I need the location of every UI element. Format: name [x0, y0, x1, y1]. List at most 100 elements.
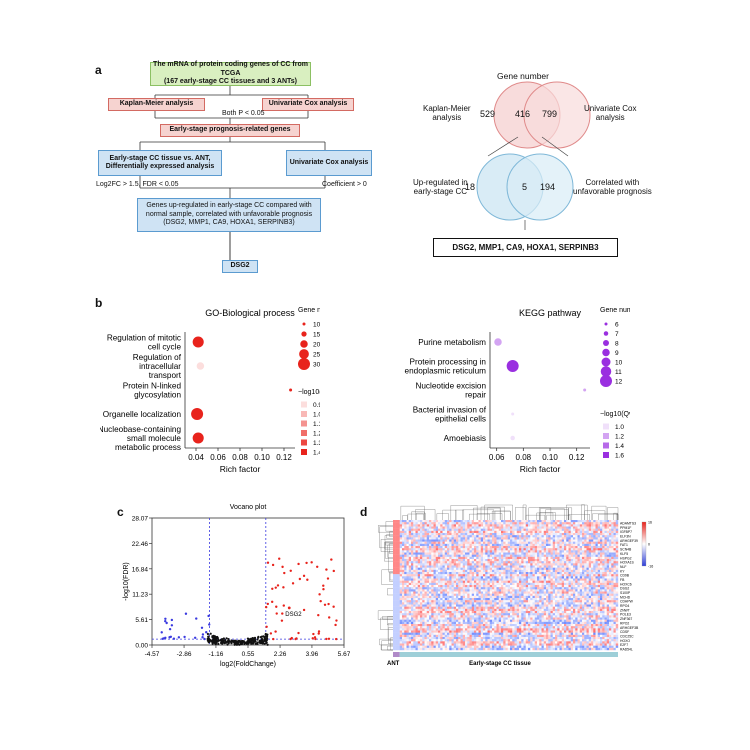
- heatmap-cell: [440, 543, 443, 547]
- heatmap-cell: [492, 548, 495, 551]
- heatmap-cell: [505, 520, 508, 523]
- heatmap-cell: [489, 608, 493, 612]
- heatmap-cell: [582, 548, 585, 551]
- heatmap-cell: [611, 546, 614, 549]
- heatmap-cell: [429, 572, 432, 575]
- heatmap-cell: [417, 528, 421, 532]
- heatmap-cell: [433, 600, 436, 603]
- heatmap-cell: [478, 567, 481, 571]
- heatmap-cell: [489, 537, 493, 540]
- heatmap-cell: [510, 541, 513, 545]
- gene-point-up: [294, 637, 297, 641]
- heatmap-cell: [541, 537, 544, 540]
- heatmap-cell: [503, 522, 506, 525]
- heatmap-cell: [555, 565, 558, 568]
- heatmap-cell: [552, 550, 556, 553]
- heatmap-cell: [523, 563, 526, 566]
- heatmap-cell: [485, 613, 488, 616]
- heatmap-cell: [613, 526, 616, 529]
- heatmap-cell: [420, 528, 423, 532]
- heatmap-cell: [438, 537, 441, 540]
- heatmap-cell: [530, 526, 533, 529]
- heatmap-cell: [489, 565, 493, 568]
- heatmap-cell: [557, 563, 560, 566]
- heatmap-cell: [539, 541, 542, 545]
- heatmap-cell: [541, 600, 544, 603]
- heatmap-cell: [512, 585, 515, 588]
- heatmap-cell: [577, 572, 580, 575]
- heatmap-cell: [512, 541, 515, 545]
- legend-size-marker: [298, 358, 310, 370]
- heatmap-cell: [557, 554, 560, 558]
- heatmap-cell: [485, 539, 488, 542]
- heatmap-cell: [415, 595, 418, 599]
- heatmap-cell: [424, 537, 427, 540]
- heatmap-cell: [582, 574, 585, 577]
- heatmap-cell: [451, 559, 454, 562]
- heatmap-cell: [575, 565, 578, 568]
- heatmap-cell: [584, 591, 587, 594]
- heatmap-cell: [528, 546, 531, 549]
- heatmap-cell: [503, 537, 506, 540]
- heatmap-cell: [528, 593, 531, 597]
- gene-point-ns: [257, 635, 260, 638]
- gene-point-up: [306, 578, 309, 581]
- heatmap-cell: [521, 520, 524, 523]
- heatmap-cell: [408, 600, 412, 603]
- heatmap-cell: [546, 550, 549, 553]
- column-dendrogram-branch: [568, 514, 590, 520]
- heatmap-cell: [577, 550, 580, 553]
- heatmap-cell: [422, 533, 425, 536]
- heatmap-cell: [512, 556, 515, 560]
- heatmap-cell: [516, 608, 520, 612]
- heatmap-cell: [552, 559, 556, 562]
- heatmap-cell: [399, 533, 403, 536]
- heatmap-cell: [552, 593, 556, 597]
- heatmap-cell: [557, 543, 560, 547]
- row-dendrogram-branch: [389, 531, 393, 537]
- heatmap-cell: [600, 563, 603, 566]
- heatmap-cell: [528, 528, 531, 532]
- heatmap-cell: [584, 595, 587, 599]
- heatmap-cell: [609, 576, 612, 579]
- heatmap-cell: [575, 535, 578, 538]
- heatmap-cell: [534, 604, 538, 607]
- heatmap-cell: [433, 606, 436, 610]
- heatmap-cell: [476, 569, 479, 573]
- heatmap-cell: [579, 600, 583, 603]
- heatmap-cell: [591, 520, 594, 523]
- heatmap-cell: [411, 572, 414, 575]
- heatmap-cell: [548, 550, 551, 553]
- column-dendrogram-branch: [540, 508, 565, 520]
- heatmap-cell: [489, 613, 493, 616]
- heatmap-cell: [395, 528, 398, 532]
- heatmap-cell: [541, 533, 544, 536]
- heatmap-cell: [539, 552, 542, 555]
- heatmap-cell: [528, 574, 531, 577]
- heatmap-cell: [566, 563, 569, 566]
- heatmap-cell: [496, 569, 499, 573]
- heatmap-cell: [507, 528, 511, 532]
- heatmap-cell: [406, 585, 409, 588]
- heatmap-cell: [537, 535, 540, 538]
- heatmap-cell: [532, 589, 535, 592]
- heatmap-cell: [456, 574, 459, 577]
- heatmap-cell: [548, 600, 551, 603]
- heatmap-cell: [413, 535, 416, 538]
- heatmap-cell: [523, 606, 526, 610]
- heatmap-cell: [489, 539, 493, 542]
- heatmap-cell: [539, 587, 542, 590]
- heatmap-cell: [561, 530, 565, 534]
- heatmap-cell: [609, 585, 612, 588]
- heatmap-cell: [503, 591, 506, 594]
- heatmap-cell: [478, 576, 481, 579]
- heatmap-cell: [550, 576, 553, 579]
- heatmap-cell: [573, 582, 576, 586]
- heatmap-cell: [397, 591, 400, 594]
- heatmap-cell: [406, 550, 409, 553]
- heatmap-cell: [591, 589, 594, 592]
- column-dendrogram-branch: [536, 512, 554, 520]
- heatmap-cell: [469, 574, 472, 577]
- heatmap-cell: [595, 554, 598, 558]
- heatmap-cell: [588, 556, 592, 560]
